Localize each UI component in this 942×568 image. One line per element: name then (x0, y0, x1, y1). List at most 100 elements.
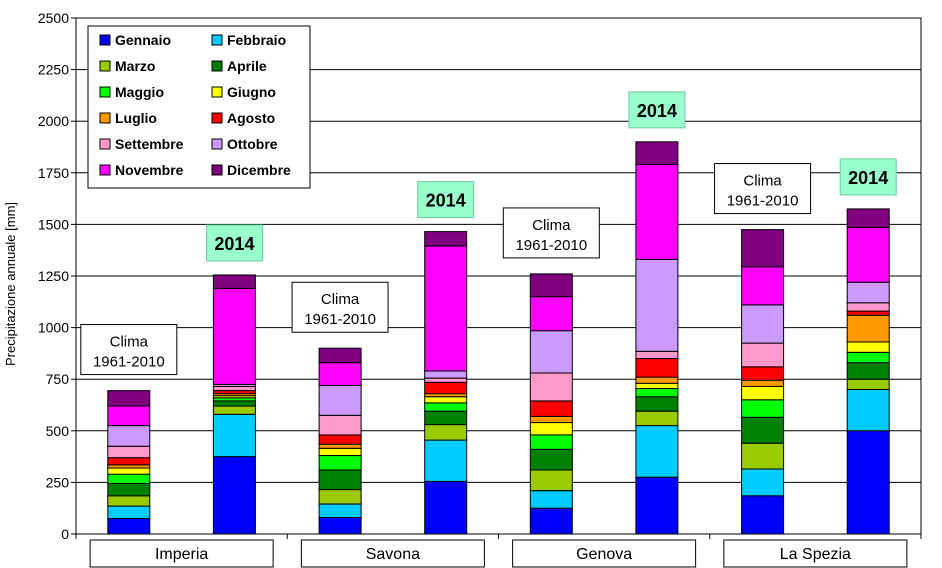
bar-segment (846, 310, 890, 316)
group-label-box (723, 539, 908, 568)
bar-segment (846, 208, 890, 228)
bar-segment (529, 400, 573, 417)
bar-segment (529, 448, 573, 471)
group-label: Genova (576, 546, 632, 563)
y-tick-label: 750 (46, 371, 70, 387)
bar-segment (107, 445, 151, 459)
clima-period-label: 1961-2010 (727, 193, 799, 210)
bar-segment (741, 379, 785, 387)
legend-swatch (99, 138, 111, 150)
legend-label: Luglio (115, 110, 157, 126)
bar-segment (529, 372, 573, 402)
bar-segment (107, 405, 151, 427)
bar-segment (212, 400, 256, 407)
clima-label: Clima (321, 291, 360, 308)
y-tick-label: 500 (46, 423, 70, 439)
bar-segment (424, 245, 468, 372)
year-label-box (417, 181, 475, 219)
bar-segment (529, 507, 573, 535)
legend-swatch (99, 164, 111, 176)
legend-label: Giugno (227, 84, 276, 100)
clima-label: Clima (743, 173, 782, 190)
bar-segment (212, 390, 256, 395)
bar-segment (212, 287, 256, 385)
clima-label-box (714, 163, 812, 215)
legend: Gennaio Febbraio Marzo Aprile Maggio Giugno Lu… (87, 25, 311, 189)
clima-period-label: 1961-2010 (515, 237, 587, 254)
bar-segment (318, 443, 362, 449)
bar-segment (741, 342, 785, 368)
bar-segment (529, 434, 573, 450)
clima-period-label: 1961-2010 (93, 354, 165, 371)
clima-label-box (291, 281, 389, 333)
clima-label-box (80, 324, 178, 376)
legend-label: Aprile (227, 58, 267, 74)
bar-segment (529, 296, 573, 332)
group-label: Imperia (155, 546, 208, 563)
group-label-box (300, 539, 485, 568)
bar-segment (529, 273, 573, 298)
bar-segment (846, 351, 890, 364)
bar-segment (107, 482, 151, 497)
bar-segment (741, 385, 785, 401)
group-label-box (89, 539, 274, 568)
legend-label: Agosto (227, 110, 275, 126)
bar-segment (212, 274, 256, 289)
year-label-box (628, 91, 686, 129)
bar-segment (424, 381, 468, 395)
legend-swatch (211, 86, 223, 98)
year-label-box (839, 158, 897, 196)
legend-swatch (99, 60, 111, 72)
bar-segment (424, 370, 468, 379)
bar-segment (107, 425, 151, 447)
bar-segment (318, 434, 362, 445)
bar-segment (318, 447, 362, 456)
bar-segment (424, 480, 468, 535)
bar-segment (529, 490, 573, 509)
bar-segment (846, 314, 890, 343)
legend-label: Novembre (115, 162, 184, 178)
bar-segment (846, 341, 890, 353)
legend-swatch (211, 164, 223, 176)
bar-segment (635, 382, 679, 389)
bar-segment (424, 377, 468, 383)
bar-segment (635, 388, 679, 398)
bar-segment (846, 281, 890, 304)
bar-segment (635, 350, 679, 359)
bar-segment (846, 362, 890, 380)
bar-segment (318, 503, 362, 519)
bar-segment (741, 399, 785, 418)
bar-segment (741, 366, 785, 381)
bar-segment (741, 304, 785, 344)
group-label: La Spezia (780, 546, 851, 563)
bar-segment (529, 422, 573, 436)
legend-swatch (211, 34, 223, 46)
legend-box (87, 25, 311, 189)
bar-segment (635, 376, 679, 384)
bar-segment (318, 469, 362, 491)
bar-labels: Clima 1961-2010 2014 Clima 1961-2010 2014 Clim… (80, 91, 897, 376)
legend-swatch (211, 112, 223, 124)
legend-swatch (211, 60, 223, 72)
legend-swatch (211, 138, 223, 150)
bar-segment (635, 358, 679, 378)
bar-segment (529, 469, 573, 492)
bar-segment (318, 414, 362, 436)
group-label: Savona (366, 546, 420, 563)
bar-segment (635, 425, 679, 478)
bar-segment (635, 476, 679, 535)
year-label: 2014 (426, 191, 466, 211)
bar-segment (846, 430, 890, 535)
y-tick-label: 2000 (38, 113, 69, 129)
group-labels: Imperia Savona Genova La Spezia (89, 539, 908, 568)
bar-segment (741, 468, 785, 497)
bar-segment (635, 141, 679, 166)
bar-segment (212, 456, 256, 535)
clima-period-label: 1961-2010 (304, 311, 376, 328)
year-label: 2014 (214, 234, 254, 254)
clima-label-box (502, 207, 600, 259)
bar-segment (846, 227, 890, 283)
y-axis-label: Precipitazione annuale [mm] (3, 202, 18, 366)
y-axis-ticks: 0 250 500 750 1000 1250 1500 1750 2000 2250 2500 (38, 10, 76, 542)
bar-segment (424, 410, 468, 426)
